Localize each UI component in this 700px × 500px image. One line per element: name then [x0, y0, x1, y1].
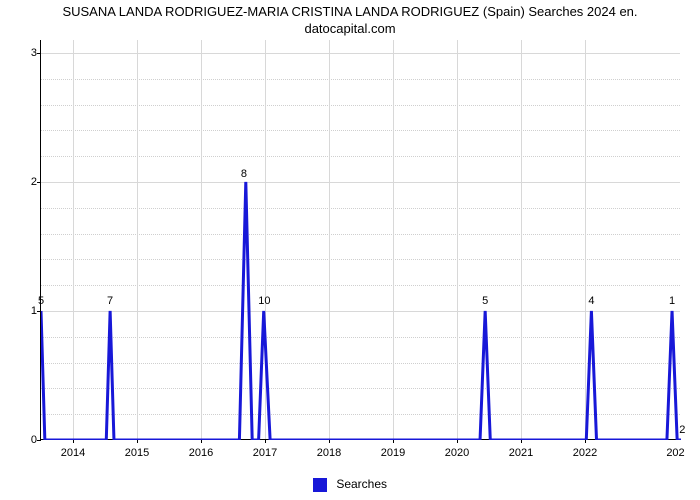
chart-container: SUSANA LANDA RODRIGUEZ-MARIA CRISTINA LA… — [0, 0, 700, 500]
legend-label: Searches — [336, 477, 387, 491]
data-point-label: 5 — [38, 295, 44, 307]
x-tick-label: 2019 — [381, 447, 405, 459]
x-tick-label: 2015 — [125, 447, 149, 459]
x-tick-label: 2017 — [253, 447, 277, 459]
data-point-label: 2 — [679, 424, 685, 436]
y-tick-label: 2 — [17, 176, 37, 188]
data-point-label: 10 — [258, 295, 270, 307]
series-line — [41, 40, 681, 440]
data-point-label: 7 — [107, 295, 113, 307]
chart-title: SUSANA LANDA RODRIGUEZ-MARIA CRISTINA LA… — [0, 4, 700, 38]
title-line-1: SUSANA LANDA RODRIGUEZ-MARIA CRISTINA LA… — [62, 4, 637, 19]
data-point-label: 4 — [588, 295, 594, 307]
y-tick-label: 3 — [17, 47, 37, 59]
data-point-label: 8 — [241, 168, 247, 180]
x-tick-label: 2016 — [189, 447, 213, 459]
y-tick-label: 1 — [17, 305, 37, 317]
legend: Searches — [0, 477, 700, 492]
y-tick-label: 0 — [17, 434, 37, 446]
x-tick-label: 2022 — [573, 447, 597, 459]
data-point-label: 1 — [669, 295, 675, 307]
data-point-label: 5 — [482, 295, 488, 307]
y-tick — [37, 440, 41, 441]
x-tick-label: 2014 — [61, 447, 85, 459]
title-line-2: datocapital.com — [304, 21, 395, 36]
x-tick-label: 2020 — [445, 447, 469, 459]
legend-swatch — [313, 478, 327, 492]
plot-area: 0123201420152016201720182019202020212022… — [40, 40, 680, 440]
x-tick-label: 2018 — [317, 447, 341, 459]
x-tick-label-partial: 202 — [666, 447, 684, 459]
x-tick-label: 2021 — [509, 447, 533, 459]
